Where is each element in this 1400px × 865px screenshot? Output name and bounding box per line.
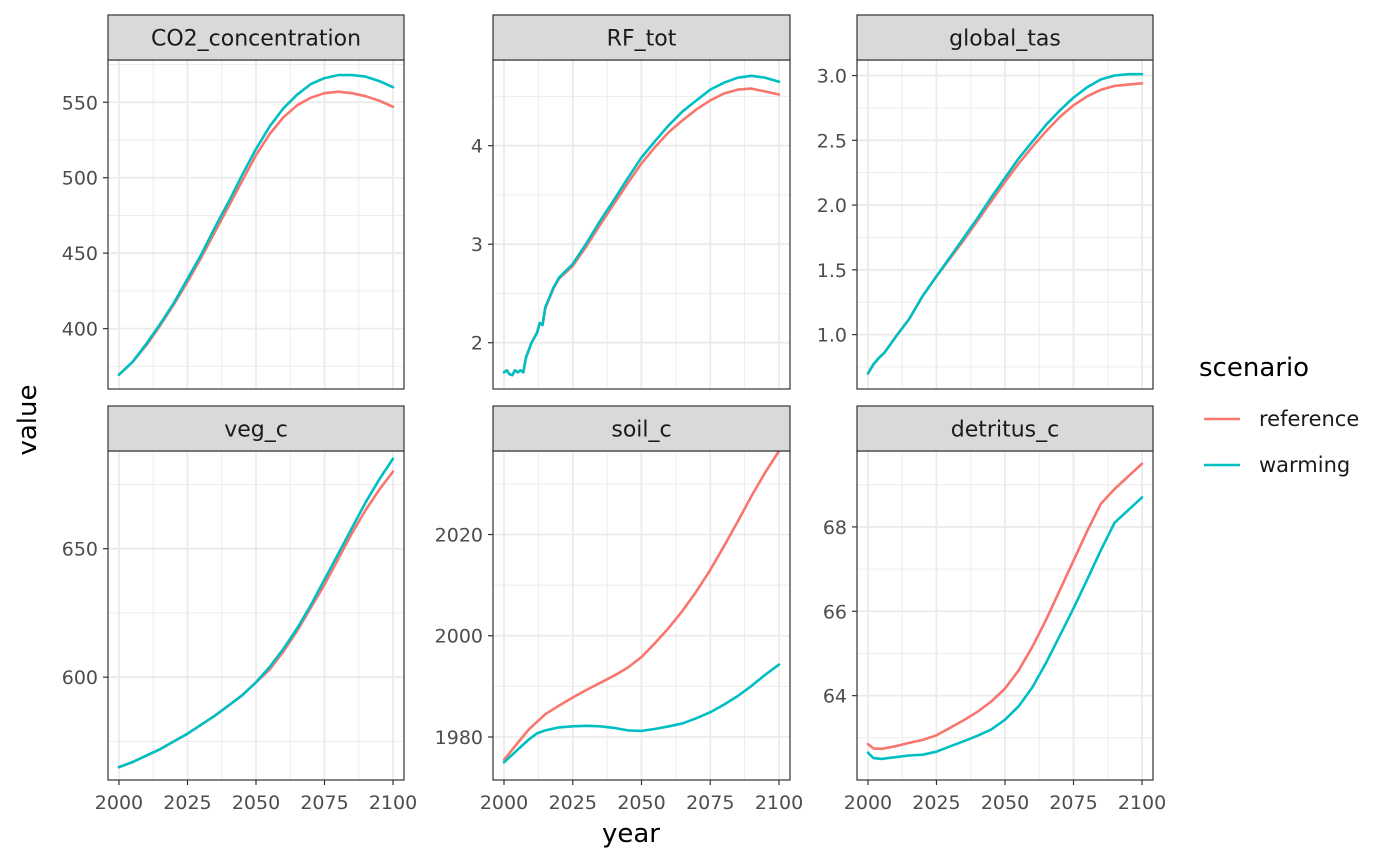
facet-strip [107,405,405,452]
series-line-warming [117,457,395,769]
y-tick-label: 500 [62,168,98,190]
x-tick-label: 2100 [755,792,803,814]
x-tick-label: 2025 [912,792,960,814]
y-tick-label: 1.0 [817,325,847,347]
panel-global_tas: global_tas 1.0 1.5 2.0 2.5 3.0 [817,14,1154,390]
y-tick-label: 2.5 [817,130,847,152]
facet-strip-label: soil_c [611,418,671,443]
x-tick-label: 2075 [686,792,734,814]
facet-strip-label: detritus_c [951,418,1059,443]
y-tick-label: 2020 [435,525,483,547]
panel-CO2_concentration: CO2_concentration 400 450 500 550 [62,14,405,390]
y-tick-label: 66 [823,601,847,623]
x-tick-label: 2075 [300,792,348,814]
y-tick-label: 450 [62,243,98,265]
panel-detritus_c: detritus_c 64 66 68 2000 2025 2050 2075 2100 [823,405,1166,814]
series-line-warming [866,496,1144,761]
y-tick-label: 2.0 [817,195,847,217]
series-line-reference [502,449,781,762]
y-tick-label: 64 [823,686,847,708]
x-tick-label: 2000 [844,792,892,814]
facet-strip [856,14,1154,61]
series-line-warming [117,73,395,377]
y-tick-label: 68 [823,517,847,539]
x-tick-label: 2000 [95,792,143,814]
y-tick-label: 3.0 [817,66,847,88]
y-tick-label: 1.5 [817,260,847,282]
series-line-reference [866,462,1144,751]
facet-panels: CO2_concentration 400 450 500 550 RF_tot 2 3 4 gl… [62,14,1166,814]
y-tick-label: 600 [62,667,98,689]
y-tick-label: 650 [62,539,98,561]
panel-RF_tot: RF_tot 2 3 4 [471,14,791,390]
y-tick-label: 3 [471,234,483,256]
facet-strip [492,14,791,61]
x-tick-label: 2100 [369,792,417,814]
x-tick-label: 2050 [232,792,280,814]
y-tick-label: 550 [62,92,98,114]
legend-title: scenario [1199,353,1309,383]
panel-soil_c: soil_c 1980 2000 2020 2000 2025 2050 2075 2100 [435,405,803,814]
facet-strip-label: global_tas [949,27,1061,52]
series-line-warming [502,74,781,377]
y-tick-label: 1980 [435,727,483,749]
facet-strip [492,405,791,452]
x-axis-title: year [602,819,660,849]
x-tick-label: 2025 [163,792,211,814]
series-line-warming [866,72,1144,375]
facet-strip-label: veg_c [224,418,288,443]
x-tick-label: 2050 [617,792,665,814]
y-tick-label: 400 [62,319,98,341]
y-tick-label: 2000 [435,626,483,648]
y-tick-label: 2 [471,333,483,355]
x-tick-label: 2000 [480,792,528,814]
facet-strip [107,14,405,61]
facet-strip-label: RF_tot [607,27,677,52]
legend-label-reference: reference [1259,407,1359,431]
y-tick-label: 4 [471,136,483,158]
y-axis-title: value [13,384,43,455]
x-tick-label: 2100 [1118,792,1166,814]
facet-strip [856,405,1154,452]
panel-veg_c: veg_c 600 650 2000 2025 2050 2075 2100 [62,405,417,814]
x-tick-label: 2050 [981,792,1029,814]
facet-strip-label: CO2_concentration [151,27,361,52]
x-tick-label: 2075 [1049,792,1097,814]
series-line-warming [502,663,781,764]
legend-label-warming: warming [1259,453,1350,477]
x-tick-label: 2025 [549,792,597,814]
legend: scenario reference warming [1199,353,1359,477]
